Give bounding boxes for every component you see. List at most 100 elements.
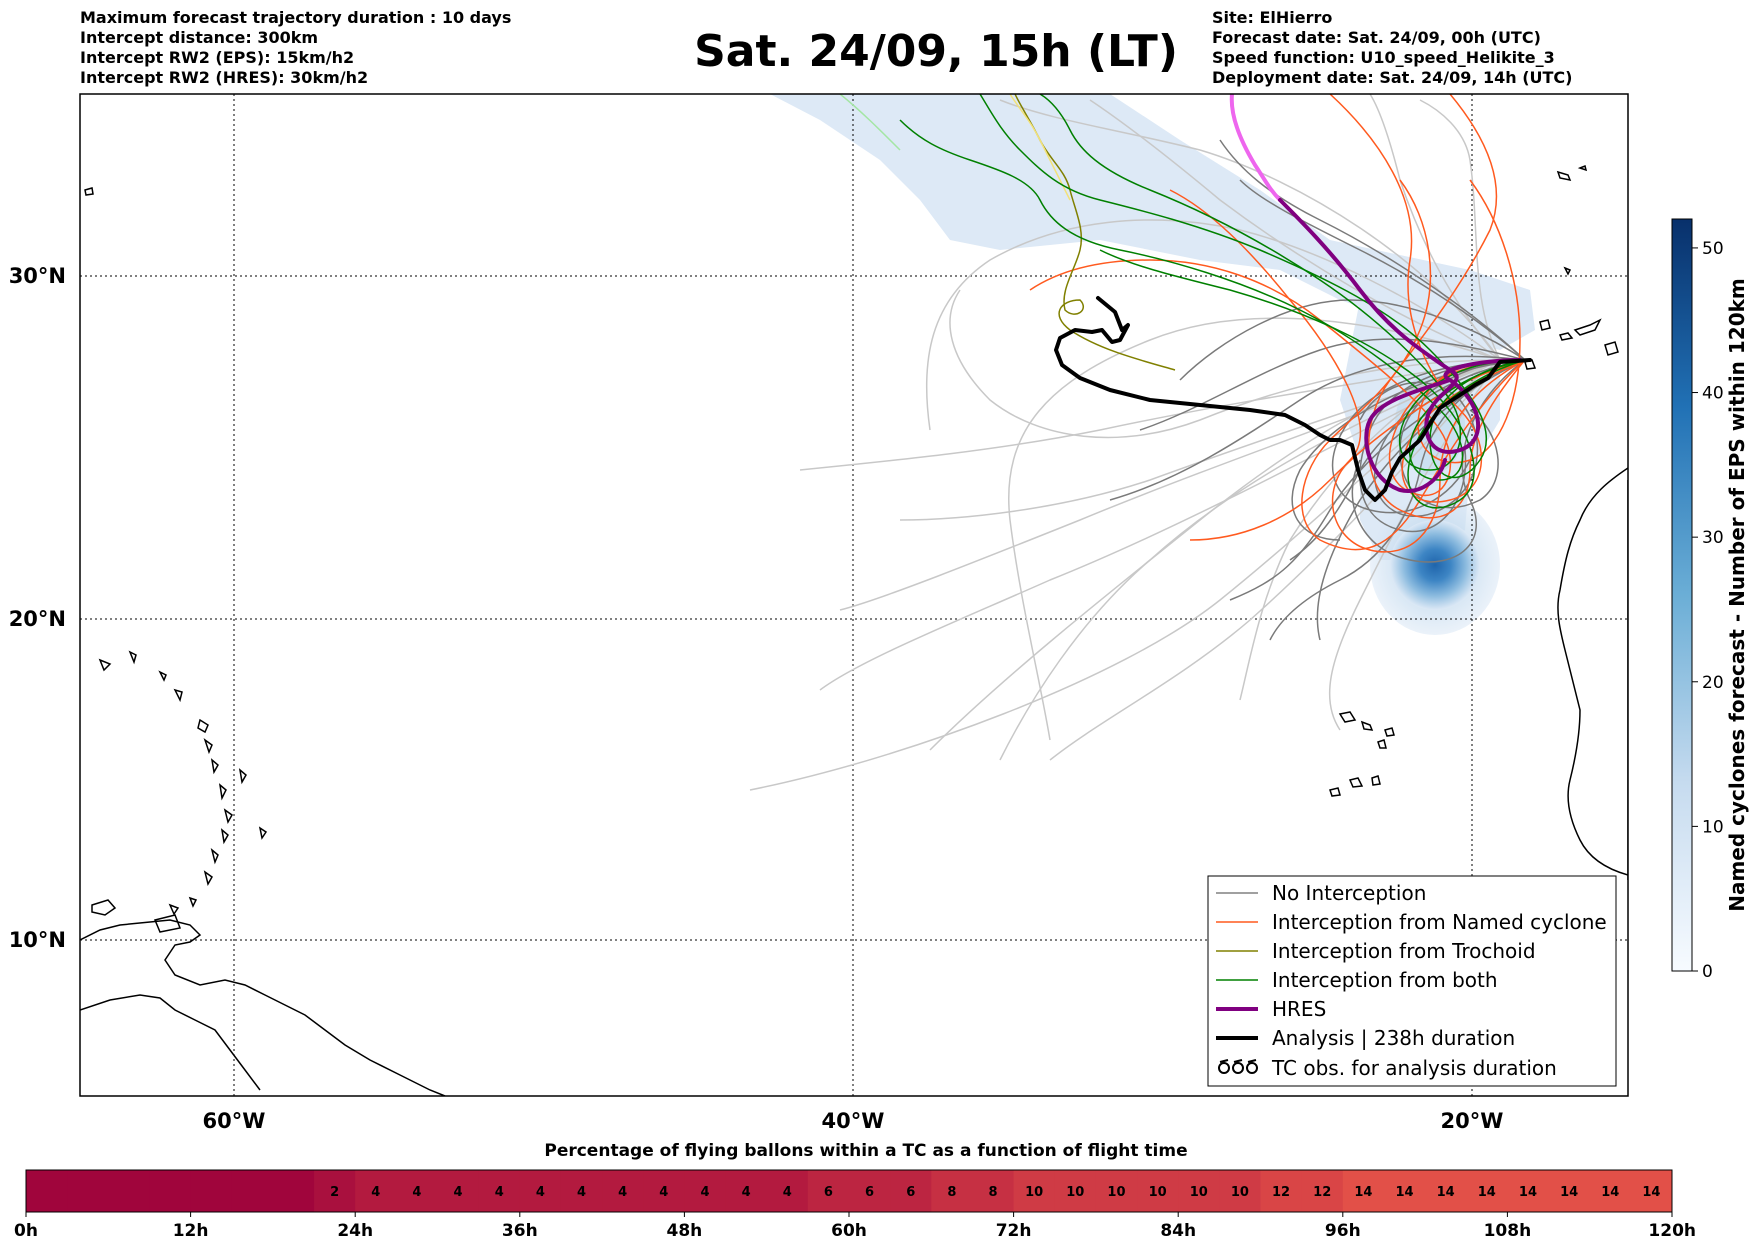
flight-bar-value: 6 bbox=[824, 1185, 833, 1200]
flight-bar-value: 8 bbox=[947, 1185, 956, 1200]
header-right-line: Site: ElHierro bbox=[1212, 8, 1333, 27]
colorbar-tick-label: 30 bbox=[1702, 528, 1724, 548]
flight-bar-value: 4 bbox=[618, 1185, 627, 1200]
trajectory-line bbox=[839, 94, 901, 151]
flight-bar-value: 4 bbox=[412, 1185, 421, 1200]
trajectory-analysis bbox=[1054, 296, 1532, 502]
header-left-line: Intercept RW2 (EPS): 15km/h2 bbox=[80, 48, 355, 67]
flight-bar-cell bbox=[396, 1170, 438, 1212]
flight-bar-tick-label: 120h bbox=[1648, 1221, 1696, 1241]
flight-bar-value: 14 bbox=[1519, 1185, 1537, 1200]
header-left-line: Intercept distance: 300km bbox=[80, 28, 319, 47]
flight-bar-cell bbox=[684, 1170, 727, 1212]
lon-tick-label: 40°W bbox=[822, 1109, 885, 1133]
flight-bar-cell bbox=[560, 1170, 603, 1212]
map-plot-area bbox=[80, 94, 1628, 1096]
trajectory-line bbox=[1419, 99, 1501, 361]
flight-bar-tick-label: 108h bbox=[1484, 1221, 1532, 1241]
flight-bar-value: 10 bbox=[1190, 1185, 1208, 1200]
colorbar-tick-label: 20 bbox=[1702, 673, 1724, 693]
trajectory-line bbox=[1316, 359, 1526, 641]
flight-time-bar: Percentage of flying ballons within a TC… bbox=[14, 1141, 1696, 1241]
flight-bar-value: 4 bbox=[495, 1185, 504, 1200]
flight-bar-value: 10 bbox=[1231, 1185, 1249, 1200]
flight-bar-tick-label: 60h bbox=[831, 1221, 867, 1241]
flight-bar-cell bbox=[1342, 1170, 1385, 1212]
flight-bar-tick-label: 24h bbox=[337, 1221, 373, 1241]
trajectory-line bbox=[1239, 179, 1526, 361]
flight-bar-value: 8 bbox=[989, 1185, 998, 1200]
tc-symbol-icon bbox=[1218, 1059, 1258, 1074]
flight-bar-cell bbox=[1507, 1170, 1550, 1212]
flight-bar-value: 14 bbox=[1560, 1185, 1578, 1200]
flight-bar-tick-label: 48h bbox=[667, 1221, 703, 1241]
flight-bar-cell bbox=[643, 1170, 685, 1212]
flight-bar-cell bbox=[1466, 1170, 1508, 1212]
colorbar-tick-label: 10 bbox=[1702, 817, 1724, 837]
hres-line bbox=[1278, 198, 1522, 493]
colorbar-tick-label: 50 bbox=[1702, 239, 1724, 259]
trajectory-line bbox=[1329, 94, 1526, 503]
flight-bar-cell bbox=[1425, 1170, 1467, 1212]
flight-bar-value: 14 bbox=[1642, 1185, 1660, 1200]
flight-bar-value: 12 bbox=[1313, 1185, 1331, 1200]
colorbar-label: Named cyclones forecast - Number of EPS … bbox=[1725, 278, 1749, 912]
trajectory-line bbox=[1219, 139, 1526, 361]
density-band-north bbox=[770, 94, 1535, 350]
legend-label: Interception from Named cyclone bbox=[1272, 910, 1607, 934]
flight-bar-cell bbox=[766, 1170, 809, 1212]
flight-bar-value: 14 bbox=[1395, 1185, 1413, 1200]
flight-bar-cell bbox=[1301, 1170, 1344, 1212]
flight-bar-cell bbox=[1548, 1170, 1591, 1212]
header-right-line: Forecast date: Sat. 24/09, 00h (UTC) bbox=[1212, 28, 1541, 47]
flight-bar-value: 4 bbox=[783, 1185, 792, 1200]
trajectory-line bbox=[1301, 179, 1526, 551]
flight-bar-tick-label: 0h bbox=[14, 1221, 38, 1241]
flight-bar-value: 4 bbox=[659, 1185, 668, 1200]
map-frame bbox=[79, 93, 1629, 1097]
flight-bar-cell bbox=[1589, 1170, 1632, 1212]
flight-bar-cell bbox=[26, 1170, 68, 1212]
coastline-caribbean bbox=[80, 919, 446, 1096]
flight-bar-value: 14 bbox=[1354, 1185, 1372, 1200]
trajectory-line bbox=[1139, 338, 1526, 431]
lon-tick-label: 20°W bbox=[1441, 1109, 1504, 1133]
trajectory-line bbox=[1039, 94, 1526, 471]
flight-bar-cell bbox=[1630, 1170, 1673, 1212]
coastlines bbox=[80, 164, 1628, 1096]
flight-bar-cell bbox=[67, 1170, 109, 1212]
colorbar-gradient bbox=[1671, 218, 1693, 972]
flight-bar-ticks: 0h 12h 24h 36h 48h 60h 72h 84h 96h 108h 120h bbox=[14, 1212, 1696, 1241]
trajectory-line bbox=[1179, 299, 1526, 381]
hres-line-faded bbox=[1229, 94, 1282, 202]
legend-label: TC obs. for analysis duration bbox=[1271, 1056, 1557, 1080]
flight-bar-cells: 2 4 4 4 4 4 4 4 4 4 4 4 6 6 6 8 8 10 10 10 10 10 10 12 12 14 14 14 1… bbox=[26, 1170, 1673, 1212]
flight-bar-cell bbox=[478, 1170, 521, 1212]
legend-label: Analysis | 238h duration bbox=[1272, 1026, 1515, 1050]
flight-bar-cell bbox=[849, 1170, 891, 1212]
header-left-info: Maximum forecast trajectory duration : 1… bbox=[80, 8, 511, 88]
flight-bar-value: 14 bbox=[1601, 1185, 1619, 1200]
flight-bar-cell bbox=[149, 1170, 192, 1212]
trajectories-trochoid-faded bbox=[1009, 94, 1071, 201]
flight-bar-cell bbox=[355, 1170, 397, 1212]
colorbar-tick-label: 40 bbox=[1702, 384, 1724, 404]
trajectory-hres bbox=[1229, 94, 1522, 493]
flight-bar-cell bbox=[1178, 1170, 1220, 1212]
flight-bar-tick-label: 96h bbox=[1325, 1221, 1361, 1241]
flight-bar-cell bbox=[931, 1170, 973, 1212]
coastline-canary-islands bbox=[1524, 318, 1619, 370]
header-left-line: Maximum forecast trajectory duration : 1… bbox=[80, 8, 512, 27]
flight-bar-value: 10 bbox=[1025, 1185, 1043, 1200]
flight-bar-cell bbox=[1260, 1170, 1303, 1212]
coastline-cape-verde bbox=[1329, 711, 1395, 797]
coastline-north-islands bbox=[84, 187, 1572, 276]
flight-bar-cell bbox=[1137, 1170, 1179, 1212]
coastline-trinidad bbox=[91, 899, 182, 933]
flight-bar-cell bbox=[1095, 1170, 1138, 1212]
flight-bar-value: 14 bbox=[1478, 1185, 1496, 1200]
flight-bar-cell bbox=[890, 1170, 932, 1212]
header-right-line: Deployment date: Sat. 24/09, 14h (UTC) bbox=[1212, 68, 1573, 87]
legend-label: Interception from both bbox=[1272, 968, 1498, 992]
flight-bar-value: 14 bbox=[1437, 1185, 1455, 1200]
